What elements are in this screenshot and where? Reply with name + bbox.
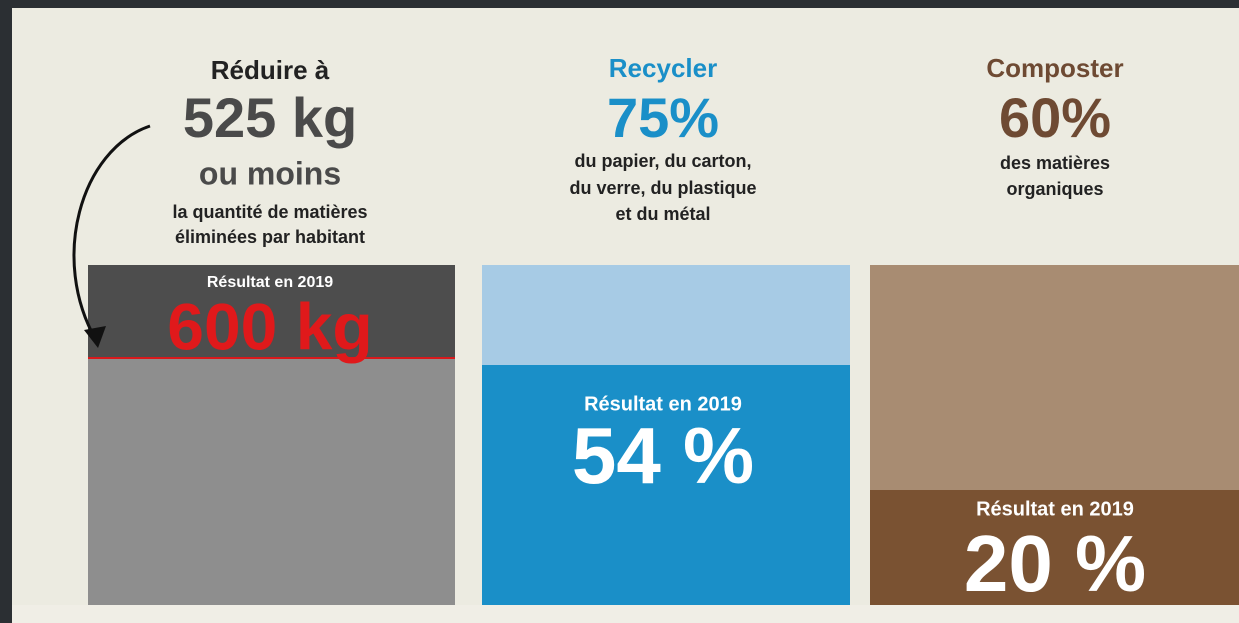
description: du verre, du plastique <box>569 178 756 198</box>
description: éliminées par habitant <box>175 227 365 247</box>
heading: Réduire à <box>211 55 330 85</box>
result: 54 % <box>572 411 754 500</box>
target: 75% <box>607 86 719 149</box>
description: des matières <box>1000 153 1110 173</box>
result-area <box>870 490 1239 605</box>
result-label: Résultat en 2019 <box>584 393 742 415</box>
result: 20 % <box>964 519 1146 608</box>
description: la quantité de matières <box>172 202 367 222</box>
result-label: Résultat en 2019 <box>207 274 333 291</box>
target-area <box>870 265 1239 490</box>
bottom-strip <box>12 605 1239 623</box>
result-label: Résultat en 2019 <box>976 498 1134 520</box>
result: 600 kg <box>167 289 372 363</box>
heading: Composter <box>986 53 1123 83</box>
description: du papier, du carton, <box>574 151 751 171</box>
target: 525 kg <box>183 86 357 149</box>
heading: Recycler <box>609 53 717 83</box>
arrow <box>72 124 151 341</box>
description: organiques <box>1006 179 1103 199</box>
result-area <box>482 365 850 605</box>
arrow-head <box>84 326 106 348</box>
result-area <box>88 358 455 605</box>
target-area <box>88 265 455 358</box>
target: 60% <box>999 86 1111 149</box>
description: et du métal <box>615 204 710 224</box>
target-area <box>482 265 850 365</box>
qualifier: ou moins <box>199 155 341 191</box>
